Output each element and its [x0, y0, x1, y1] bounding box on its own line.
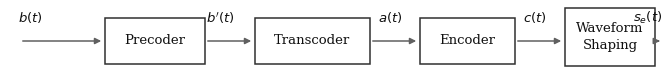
Bar	[255, 18, 370, 64]
Text: Precoder: Precoder	[124, 34, 186, 48]
Text: $b(t)$: $b(t)$	[18, 10, 43, 25]
Bar	[105, 18, 205, 64]
Text: $s_e(t)$: $s_e(t)$	[633, 10, 662, 26]
Text: $c(t)$: $c(t)$	[523, 10, 547, 25]
Bar	[420, 18, 515, 64]
Text: $a(t)$: $a(t)$	[378, 10, 402, 25]
Bar	[565, 8, 655, 66]
Text: Transcoder: Transcoder	[275, 34, 350, 48]
Text: Waveform
Shaping: Waveform Shaping	[577, 22, 644, 51]
Text: $b'(t)$: $b'(t)$	[205, 10, 234, 25]
Text: Encoder: Encoder	[440, 34, 495, 48]
